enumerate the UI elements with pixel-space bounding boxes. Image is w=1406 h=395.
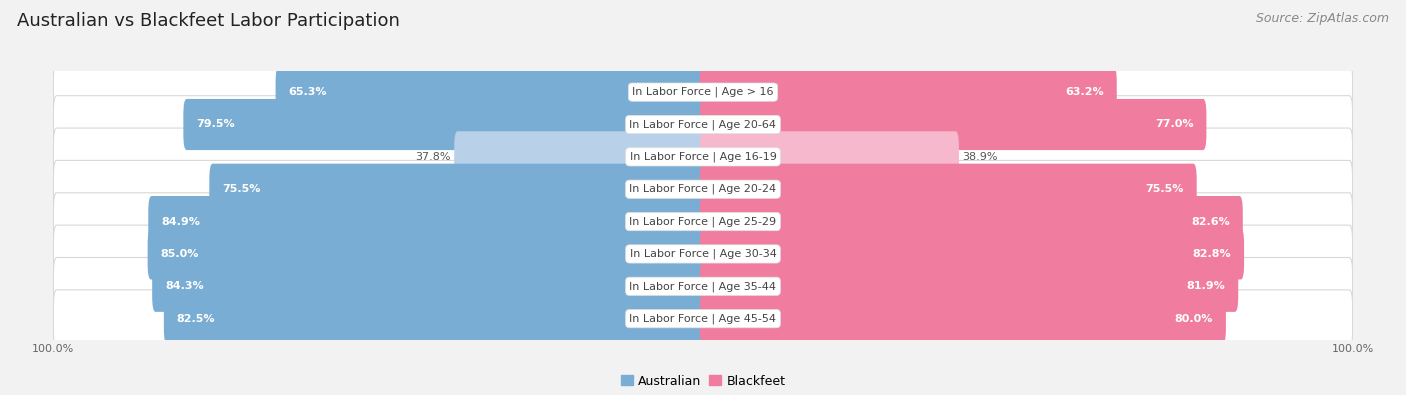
Text: In Labor Force | Age 35-44: In Labor Force | Age 35-44 xyxy=(630,281,776,292)
Text: 82.5%: 82.5% xyxy=(177,314,215,324)
FancyBboxPatch shape xyxy=(53,193,1353,250)
Text: 75.5%: 75.5% xyxy=(1146,184,1184,194)
Text: 85.0%: 85.0% xyxy=(160,249,200,259)
Text: Source: ZipAtlas.com: Source: ZipAtlas.com xyxy=(1256,12,1389,25)
Text: 81.9%: 81.9% xyxy=(1187,281,1225,291)
Text: 65.3%: 65.3% xyxy=(288,87,328,97)
Text: Australian vs Blackfeet Labor Participation: Australian vs Blackfeet Labor Participat… xyxy=(17,12,399,30)
FancyBboxPatch shape xyxy=(700,261,1239,312)
Text: 82.6%: 82.6% xyxy=(1191,216,1230,227)
FancyBboxPatch shape xyxy=(209,164,706,215)
FancyBboxPatch shape xyxy=(700,131,959,182)
FancyBboxPatch shape xyxy=(165,293,706,344)
Text: 37.8%: 37.8% xyxy=(415,152,451,162)
FancyBboxPatch shape xyxy=(152,261,706,312)
Text: 63.2%: 63.2% xyxy=(1066,87,1104,97)
Text: In Labor Force | Age > 16: In Labor Force | Age > 16 xyxy=(633,87,773,98)
Text: In Labor Force | Age 30-34: In Labor Force | Age 30-34 xyxy=(630,249,776,259)
Text: In Labor Force | Age 45-54: In Labor Force | Age 45-54 xyxy=(630,313,776,324)
Text: 38.9%: 38.9% xyxy=(962,152,998,162)
FancyBboxPatch shape xyxy=(53,96,1353,153)
Text: 77.0%: 77.0% xyxy=(1154,120,1194,130)
FancyBboxPatch shape xyxy=(53,128,1353,186)
FancyBboxPatch shape xyxy=(53,290,1353,348)
FancyBboxPatch shape xyxy=(700,67,1116,118)
FancyBboxPatch shape xyxy=(700,99,1206,150)
Text: In Labor Force | Age 20-24: In Labor Force | Age 20-24 xyxy=(630,184,776,194)
Text: In Labor Force | Age 16-19: In Labor Force | Age 16-19 xyxy=(630,152,776,162)
Legend: Australian, Blackfeet: Australian, Blackfeet xyxy=(616,370,790,393)
FancyBboxPatch shape xyxy=(53,225,1353,283)
FancyBboxPatch shape xyxy=(53,63,1353,121)
FancyBboxPatch shape xyxy=(148,228,706,280)
FancyBboxPatch shape xyxy=(700,196,1243,247)
FancyBboxPatch shape xyxy=(183,99,706,150)
FancyBboxPatch shape xyxy=(148,196,706,247)
FancyBboxPatch shape xyxy=(700,293,1226,344)
Text: 80.0%: 80.0% xyxy=(1174,314,1213,324)
FancyBboxPatch shape xyxy=(276,67,706,118)
Text: In Labor Force | Age 25-29: In Labor Force | Age 25-29 xyxy=(630,216,776,227)
Text: In Labor Force | Age 20-64: In Labor Force | Age 20-64 xyxy=(630,119,776,130)
FancyBboxPatch shape xyxy=(53,258,1353,315)
Text: 79.5%: 79.5% xyxy=(197,120,235,130)
FancyBboxPatch shape xyxy=(700,164,1197,215)
Text: 84.3%: 84.3% xyxy=(165,281,204,291)
FancyBboxPatch shape xyxy=(454,131,706,182)
Text: 82.8%: 82.8% xyxy=(1192,249,1232,259)
FancyBboxPatch shape xyxy=(700,228,1244,280)
Text: 75.5%: 75.5% xyxy=(222,184,260,194)
Text: 84.9%: 84.9% xyxy=(162,216,200,227)
FancyBboxPatch shape xyxy=(53,160,1353,218)
